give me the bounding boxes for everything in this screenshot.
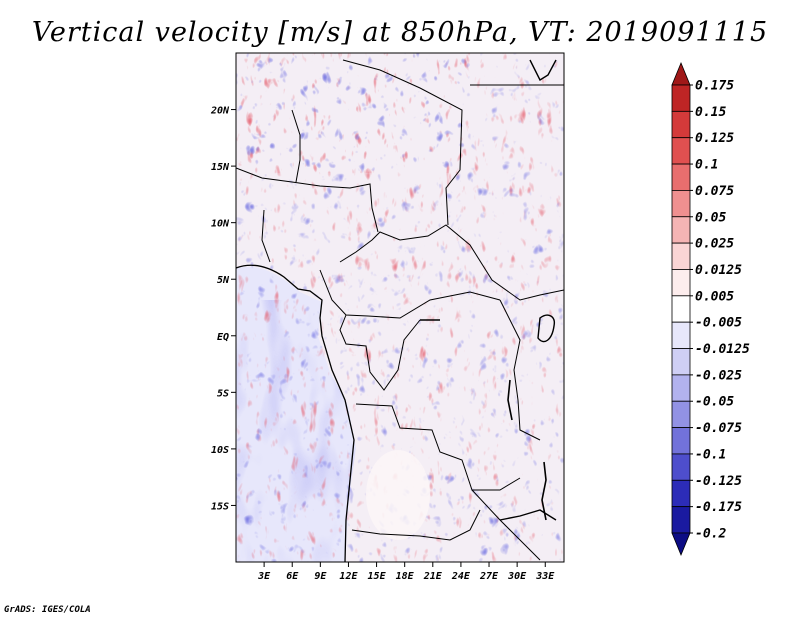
colorbar-label: 0.05 bbox=[695, 210, 726, 225]
colorbar-swatch bbox=[671, 295, 691, 323]
colorbar-swatch bbox=[671, 479, 691, 508]
colorbar-label: 0.0125 bbox=[695, 263, 742, 278]
colorbar-label: 0.025 bbox=[695, 237, 734, 252]
colorbar-swatch bbox=[671, 506, 691, 534]
x-tick-label: 9E bbox=[314, 571, 327, 582]
border-car-northern bbox=[339, 224, 564, 301]
border-angola-namibia bbox=[351, 509, 481, 541]
axis-ticks: 3E 6E 9E 12E 15E 18E 21E 24E 27E 30E 33E 20N 15N 10N 5… bbox=[210, 106, 555, 582]
y-tick-label: 20N bbox=[210, 106, 230, 117]
coastline bbox=[236, 264, 355, 562]
map-panel bbox=[236, 53, 564, 562]
colorbar-label: -0.005 bbox=[695, 316, 742, 331]
colorbar-swatch bbox=[671, 427, 691, 455]
x-tick-label: 18E bbox=[396, 571, 415, 582]
x-tick-label: 21E bbox=[423, 571, 443, 582]
lake-malawi bbox=[541, 461, 547, 521]
y-tick-label: 15S bbox=[211, 501, 229, 512]
y-tick-label: 5S bbox=[217, 388, 229, 399]
lake-victoria bbox=[537, 314, 555, 343]
colorbar-swatch bbox=[671, 453, 691, 481]
colorbar-label: 0.1 bbox=[695, 158, 718, 173]
colorbar-label: -0.175 bbox=[695, 500, 742, 515]
credit: GrADS: IGES/COLA bbox=[4, 605, 91, 615]
x-tick-label: 30E bbox=[507, 571, 527, 582]
colorbar-swatch bbox=[671, 163, 691, 191]
colorbar-swatch bbox=[671, 242, 691, 270]
x-tick-label: 15E bbox=[368, 571, 387, 582]
angola-calm-area bbox=[366, 450, 430, 540]
colorbar-label: -0.0125 bbox=[695, 342, 750, 357]
colorbar-swatch bbox=[671, 400, 691, 428]
colorbar-label: -0.125 bbox=[695, 474, 742, 489]
border-east-drc bbox=[499, 299, 541, 441]
colorbar-swatch bbox=[671, 374, 691, 402]
y-tick-label: 5N bbox=[217, 275, 230, 286]
colorbar-label: -0.2 bbox=[695, 527, 726, 542]
map-outlines bbox=[236, 59, 564, 562]
colorbar-swatch bbox=[671, 321, 691, 349]
border-mali-niger bbox=[291, 109, 301, 183]
border-libya-chad-sudan bbox=[342, 59, 463, 226]
sahel-strong-negative bbox=[236, 53, 466, 173]
y-tick-label: 10N bbox=[211, 219, 230, 230]
y-tick-label: 10S bbox=[211, 445, 229, 456]
colorbar: 0.175 0.15 0.125 0.1 0.075 0.05 0.025 0.0125 0.0… bbox=[671, 61, 750, 557]
y-tick-label: 15N bbox=[211, 162, 230, 173]
colorbar-label: 0.15 bbox=[695, 105, 726, 120]
chart-title: Vertical velocity [m/s] at 850hPa, VT: 2… bbox=[32, 17, 768, 48]
colorbar-label: -0.075 bbox=[695, 421, 742, 436]
colorbar-label: -0.025 bbox=[695, 368, 742, 383]
y-tick-label: EQ bbox=[217, 332, 229, 343]
colorbar-top-triangle bbox=[671, 61, 691, 86]
border-niger-nigeria bbox=[236, 167, 379, 233]
colorbar-swatch bbox=[671, 348, 691, 376]
x-tick-label: 33E bbox=[535, 571, 555, 582]
colorbar-swatch bbox=[671, 269, 691, 297]
x-tick-label: 24E bbox=[451, 571, 471, 582]
border-zambia-zimbabwe bbox=[471, 489, 541, 561]
colorbar-label: -0.1 bbox=[695, 447, 726, 462]
nile-river bbox=[529, 59, 557, 82]
colorbar-bottom-triangle bbox=[671, 532, 691, 557]
colorbar-swatch bbox=[671, 216, 691, 244]
colorbar-label: 0.125 bbox=[695, 131, 734, 146]
x-tick-label: 12E bbox=[339, 571, 358, 582]
colorbar-label: 0.175 bbox=[695, 79, 734, 94]
border-benin-togo bbox=[261, 209, 271, 263]
zambezi-segment bbox=[499, 509, 557, 521]
colorbar-label: 0.005 bbox=[695, 289, 734, 304]
colorbar-label: -0.05 bbox=[695, 395, 734, 410]
colorbar-swatch bbox=[671, 137, 691, 165]
x-tick-label: 3E bbox=[257, 571, 271, 582]
lake-tanganyika bbox=[507, 379, 513, 421]
colorbar-swatch bbox=[671, 110, 691, 139]
border-gabon-congo bbox=[339, 314, 421, 391]
x-tick-label: 27E bbox=[479, 571, 499, 582]
border-drc-angola-zambia bbox=[355, 403, 521, 491]
border-cameroon-car-drc bbox=[319, 269, 501, 319]
colorbar-swatch bbox=[671, 190, 691, 218]
colorbar-label: 0.075 bbox=[695, 184, 734, 199]
map-frame bbox=[235, 52, 565, 563]
x-tick-label: 6E bbox=[286, 571, 299, 582]
colorbar-swatch bbox=[671, 84, 691, 112]
